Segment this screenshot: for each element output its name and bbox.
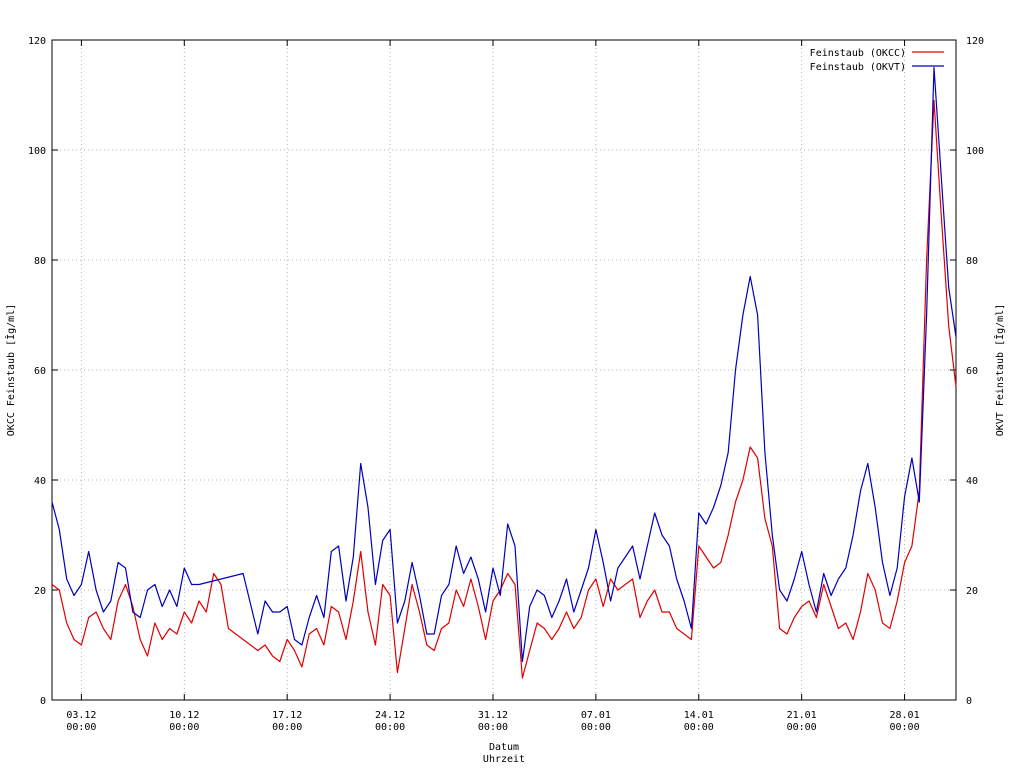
- series-line-0: [51, 99, 957, 679]
- y-tick-label-left: 120: [28, 36, 46, 47]
- x-axis-label-line2: Uhrzeit: [483, 754, 525, 765]
- y-axis-label-left: OKCC Feinstaub [Îg/ml]: [4, 304, 17, 436]
- y-tick-label-right: 120: [966, 36, 984, 47]
- x-tick-label-time: 00:00: [375, 722, 405, 733]
- y-tick-label-right: 0: [966, 696, 972, 707]
- series-group: [51, 66, 957, 679]
- x-tick-label-date: 17.12: [272, 710, 302, 721]
- x-tick-label-date: 21.01: [787, 710, 817, 721]
- y-tick-label-left: 100: [28, 146, 46, 157]
- y-tick-label-left: 40: [34, 476, 46, 487]
- x-tick-label-date: 07.01: [581, 710, 611, 721]
- legend-label-okvt: Feinstaub (OKVT): [810, 62, 906, 73]
- x-tick-label-date: 03.12: [66, 710, 96, 721]
- y-tick-label-right: 60: [966, 366, 978, 377]
- x-tick-label-time: 00:00: [889, 722, 919, 733]
- x-tick-label-time: 00:00: [684, 722, 714, 733]
- x-axis-label-line1: Datum: [489, 742, 519, 753]
- x-tick-label-date: 24.12: [375, 710, 405, 721]
- y-tick-label-right: 20: [966, 586, 978, 597]
- x-tick-label-time: 00:00: [272, 722, 302, 733]
- x-tick-label-time: 00:00: [787, 722, 817, 733]
- legend: Feinstaub (OKCC) Feinstaub (OKVT): [810, 48, 944, 73]
- grid-lines: [52, 40, 956, 700]
- y-tick-label-right: 100: [966, 146, 984, 157]
- x-tick-label-date: 10.12: [169, 710, 199, 721]
- x-tick-label-time: 00:00: [478, 722, 508, 733]
- y-tick-label-left: 0: [40, 696, 46, 707]
- x-tick-label-date: 14.01: [684, 710, 714, 721]
- x-tick-label-date: 28.01: [889, 710, 919, 721]
- y-tick-label-right: 80: [966, 256, 978, 267]
- y-tick-label-left: 80: [34, 256, 46, 267]
- x-tick-label-time: 00:00: [581, 722, 611, 733]
- y-axis-label-right: OKVT Feinstaub [Îg/ml]: [993, 304, 1006, 436]
- x-tick-label-date: 31.12: [478, 710, 508, 721]
- y-tick-label-left: 20: [34, 586, 46, 597]
- x-tick-label-time: 00:00: [169, 722, 199, 733]
- legend-label-okcc: Feinstaub (OKCC): [810, 48, 906, 59]
- x-tick-label-time: 00:00: [66, 722, 96, 733]
- series-line-1: [51, 66, 957, 663]
- y-tick-label-left: 60: [34, 366, 46, 377]
- y-tick-label-right: 40: [966, 476, 978, 487]
